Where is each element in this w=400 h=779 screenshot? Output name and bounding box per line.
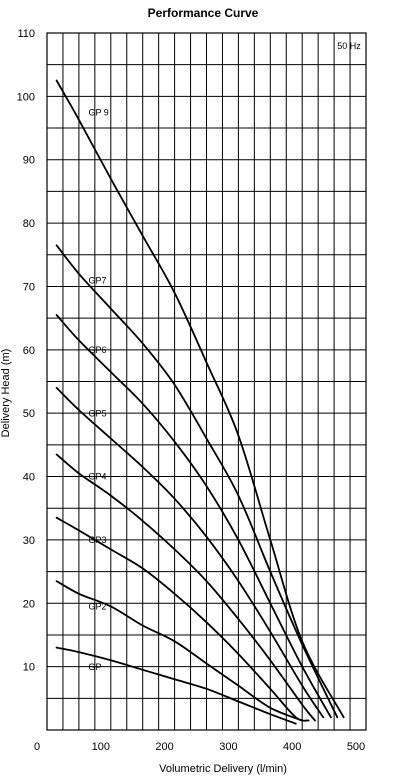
curve-label: GP4 xyxy=(88,472,106,482)
curve-gp9 xyxy=(55,79,345,719)
y-tick-label: 100 xyxy=(17,91,35,103)
curve-label: GP6 xyxy=(88,345,106,355)
curve-label: GP5 xyxy=(88,408,106,418)
x-tick-label: 100 xyxy=(92,741,110,753)
curve-gp7 xyxy=(55,244,339,719)
curve-gp6 xyxy=(55,314,332,719)
curve-gp3 xyxy=(55,516,310,722)
y-axis-label: Delivery Head (m) xyxy=(0,349,12,438)
y-axis-ticks: 10 20 30 40 50 60 70 80 90 100 110 xyxy=(17,28,35,674)
curve-gp2 xyxy=(55,580,304,722)
y-tick-label: 110 xyxy=(17,28,35,40)
x-axis-label: Volumetric Delivery (l/min) xyxy=(159,763,287,775)
frequency-note: 50 Hz xyxy=(337,41,361,51)
y-tick-label: 90 xyxy=(23,155,35,167)
y-tick-label: 60 xyxy=(23,345,35,357)
curve-label: GP2 xyxy=(88,602,106,612)
y-tick-label: 10 xyxy=(23,662,35,674)
y-tick-label: 40 xyxy=(23,472,35,484)
curve-label: GP xyxy=(88,662,101,672)
curve-label: GP 9 xyxy=(88,107,108,117)
grid xyxy=(46,32,367,731)
y-tick-label: 20 xyxy=(23,598,35,610)
curve-gp xyxy=(55,646,297,725)
x-tick-label: 0 xyxy=(34,741,40,753)
x-tick-label: 500 xyxy=(347,741,365,753)
y-tick-label: 80 xyxy=(23,218,35,230)
curve-gp4 xyxy=(55,453,316,722)
curve-label: GP7 xyxy=(88,275,106,285)
curves xyxy=(55,79,345,725)
plot-frame xyxy=(46,32,367,731)
x-tick-label: 200 xyxy=(155,741,173,753)
chart-title: Performance Curve xyxy=(148,6,259,20)
x-axis-ticks: 0 100 200 300 400 500 xyxy=(34,741,365,753)
y-tick-label: 70 xyxy=(23,281,35,293)
curve-label: GP3 xyxy=(88,535,106,545)
x-tick-label: 300 xyxy=(219,741,237,753)
y-tick-label: 30 xyxy=(23,535,35,547)
curve-labels: GP 9 GP7 GP6 GP5 GP4 GP3 GP2 GP xyxy=(88,107,108,671)
y-tick-label: 50 xyxy=(23,408,35,420)
curve-gp5 xyxy=(55,386,325,719)
x-tick-label: 400 xyxy=(283,741,301,753)
